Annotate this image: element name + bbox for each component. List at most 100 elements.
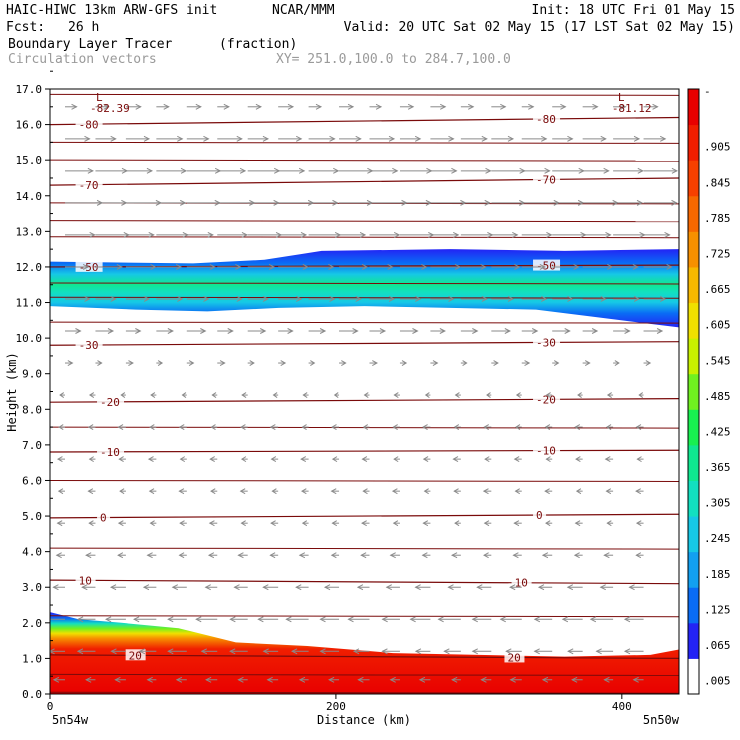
circulation-vector-head [388,135,396,142]
circulation-vector-head [637,167,644,174]
circulation-vector-head [287,103,295,110]
circulation-vector-head [484,199,491,206]
circulation-vector-head [50,648,55,655]
circulation-vector-head [513,520,520,527]
circulation-vector-head [381,616,388,623]
y-tick-label: 1.0 [22,652,42,665]
colorbar-label: .425 [704,425,731,438]
circulation-vector-head [361,456,368,463]
circulation-vector-head [392,167,399,174]
colorbar-label: .305 [704,497,731,510]
circulation-vector-head [175,263,183,270]
circulation-vector-head [531,328,539,334]
circulation-vector-head [128,360,134,366]
circulation-vector-head [424,392,430,398]
circulation-vector-head [659,296,667,302]
temperature-contour [50,547,679,550]
field-units: (fraction) [219,37,297,52]
circulation-vector-head [600,296,607,302]
circulation-vector-head [605,424,612,431]
contour-label: -30 [536,336,556,349]
circulation-vector-head [114,676,121,683]
circulation-vector-head [528,103,535,110]
contour-label: -50 [536,260,556,273]
x-tick-label: 0 [47,700,54,713]
circulation-vector-head [605,231,612,238]
circulation-vector-head [564,328,571,334]
circulation-vector-head [227,328,234,334]
circulation-vector-head [328,676,335,683]
circulation-vector-head [440,103,447,110]
contour-label: 10 [515,577,528,590]
circulation-vector-head [539,263,546,270]
circulation-vector-head [573,263,580,270]
circulation-vector-head [545,392,551,398]
circulation-vector-head [302,263,309,270]
circulation-vector-head [135,328,142,334]
circulation-vector-head [574,424,581,431]
circulation-vector-head [412,328,419,334]
circulation-vector-head [298,167,306,174]
org-label: NCAR/MMM [272,3,335,18]
circulation-vector-head [195,616,202,623]
circulation-vector-head [443,648,450,655]
circulation-vector-head [240,520,246,527]
circulation-vector-head [624,328,631,334]
circulation-vector-head [389,676,396,683]
temperature-contour [50,673,679,676]
circulation-vector-head [237,676,244,683]
circulation-vector-head [347,103,355,110]
colorbar-label: .665 [704,283,731,296]
colorbar-swatch [688,587,699,624]
y-tick-label: 17.0 [16,83,43,96]
circulation-vector-head [512,231,519,238]
y-tick-label: 6.0 [22,474,42,487]
circulation-vector-head [209,456,215,463]
y-tick-label: 3.0 [22,581,42,594]
circulation-vector-head [205,676,212,683]
circulation-vector-head [117,552,124,559]
circulation-vector-head [372,360,378,366]
circulation-vector-head [381,648,388,655]
colorbar-label: .065 [704,639,731,652]
circulation-vector-head [393,456,399,463]
circulation-vector-head [355,135,362,142]
circulation-vector-head [146,676,153,683]
circulation-vector-head [632,676,639,683]
circulation-vector-head [361,263,369,270]
circulation-vector-head [607,263,614,270]
colorbar-label: .365 [704,461,731,474]
circulation-vector-head [541,552,549,559]
circulation-vector-head [507,296,515,302]
x-tick-label: 200 [326,700,346,713]
circulation-vector-head [177,135,184,142]
circulation-vector-head [259,328,267,334]
temperature-contour [50,141,679,144]
y-tick-label: 15.0 [16,154,43,167]
y-axis-title: Height (km) [5,352,19,431]
circulation-vector-head [567,135,574,142]
circulation-vector-head [347,616,354,623]
circulation-vector-head [241,392,247,398]
circulation-vector-head [603,676,610,683]
circulation-vector-head [310,360,316,366]
circulation-vector-head [229,616,236,623]
colorbar-label: .845 [704,176,731,189]
circulation-vector-head [603,167,610,174]
circulation-vector-head [452,456,459,463]
contour-label: -20 [100,396,120,409]
circulation-vector-head [285,616,292,623]
circulation-vector-head [147,456,154,463]
contour-label: -80 [79,118,99,131]
circulation-vector-head [505,648,512,655]
circulation-vector-head [571,676,578,683]
temperature-contour [50,93,679,96]
circulation-vector-head [636,456,642,463]
circulation-vector-head [481,135,488,142]
circulation-vector-head [249,360,255,366]
colorbar-swatch [688,266,699,304]
contour-label: 10 [79,574,92,587]
circulation-vector-head [363,392,369,398]
circulation-vector-head [328,263,335,270]
circulation-vector-head [388,296,396,302]
